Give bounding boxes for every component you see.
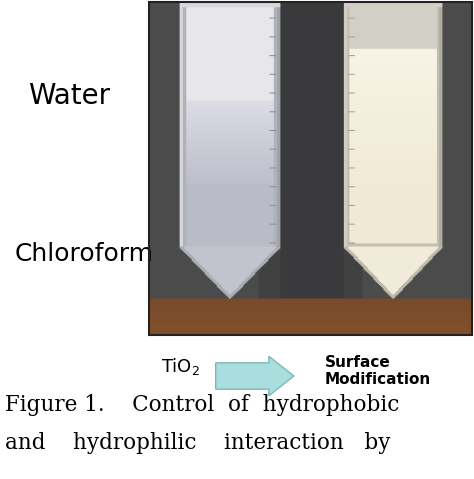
Bar <box>149 2 472 335</box>
Text: and    hydrophilic    interaction   by: and hydrophilic interaction by <box>5 432 390 454</box>
Text: Figure 1.    Control  of  hydrophobic: Figure 1. Control of hydrophobic <box>5 394 399 416</box>
FancyArrow shape <box>216 356 294 396</box>
Text: TiO$_2$: TiO$_2$ <box>161 356 200 377</box>
Text: Water: Water <box>28 82 110 110</box>
Text: Chloroform: Chloroform <box>14 242 153 266</box>
Text: Surface
Modification: Surface Modification <box>325 355 431 388</box>
